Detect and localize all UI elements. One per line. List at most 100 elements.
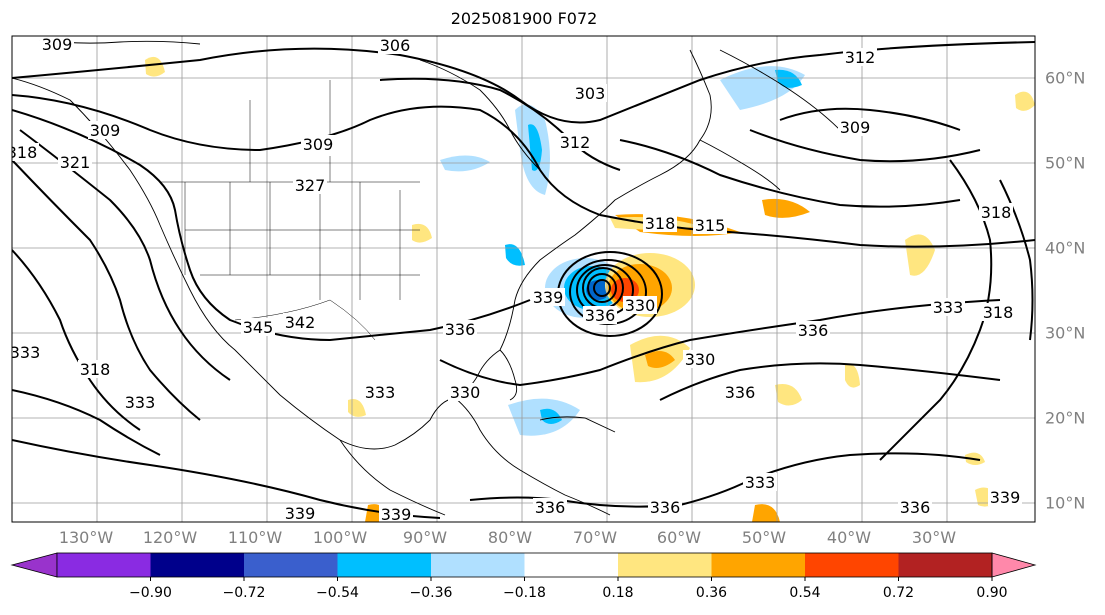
contour-label: 318: [7, 143, 38, 162]
colorbar-tick-label: −0.72: [222, 585, 266, 601]
contour-label-background: [78, 360, 112, 378]
colorbar-tick-label: −0.90: [129, 585, 172, 601]
cool-anomaly: [440, 155, 490, 172]
contour-label: 330: [685, 350, 716, 369]
colorbar-tick-label: −0.18: [503, 585, 546, 601]
longitude-label: 60°W: [656, 528, 702, 547]
warm-anomaly: [145, 56, 165, 77]
contour-label-background: [898, 498, 932, 516]
contour-label: 336: [445, 320, 476, 339]
political-borders: [160, 80, 420, 341]
contour-label-background: [558, 133, 592, 151]
contour-label-background: [301, 135, 335, 153]
contour-label: 318: [981, 203, 1012, 222]
longitude-label: 70°W: [572, 528, 618, 547]
contour-label-background: [123, 393, 157, 411]
contour-label-background: [843, 48, 877, 66]
contour-label: 318: [645, 214, 676, 233]
contour-label: 309: [90, 121, 121, 140]
contour-label-background: [363, 383, 397, 401]
colorbar-tick-label: 0.72: [882, 585, 915, 601]
warm-anomaly: [348, 399, 366, 417]
contour-label: 315: [695, 216, 726, 235]
longitude-label: 80°W: [487, 528, 533, 547]
contour-label: 333: [933, 298, 964, 317]
latitude-label: 30°N: [1045, 323, 1086, 343]
contour-label-background: [293, 176, 327, 194]
longitude-label: 40°W: [826, 528, 872, 547]
latitude-label: 60°N: [1045, 68, 1086, 88]
contour-label-background: [643, 214, 677, 232]
contour-label-background: [981, 303, 1015, 321]
longitude-label: 120°W: [142, 528, 198, 547]
colorbar-tick-label: 0.36: [695, 585, 728, 601]
contour-label: 309: [303, 135, 334, 154]
contour-label: 312: [560, 133, 591, 152]
contour-label-background: [573, 84, 607, 102]
warm-anomaly: [645, 351, 675, 368]
contour-label: 336: [900, 498, 931, 517]
plot-title: 2025081900 F072: [450, 9, 598, 28]
contour-label-background: [979, 203, 1013, 221]
contour-label-background: [378, 36, 412, 54]
contour-label-background: [723, 383, 757, 401]
warm-anomaly: [845, 364, 860, 388]
colorbar-tick-label: −0.36: [409, 585, 453, 601]
latitude-label: 40°N: [1045, 238, 1086, 258]
contour-label-background: [743, 473, 777, 491]
contour-label: 309: [840, 118, 871, 137]
contour-label: 333: [125, 393, 156, 412]
contour-label: 327: [295, 176, 326, 195]
contour-label: 339: [990, 488, 1021, 507]
contour-label-background: [12, 143, 39, 161]
contour-label-background: [931, 298, 965, 316]
contour-label: 318: [983, 303, 1014, 322]
contour-label-background: [443, 320, 477, 338]
contour-label: 339: [381, 505, 412, 524]
contour-label: 336: [798, 321, 829, 340]
contour-label: 306: [380, 36, 411, 55]
latitude-label: 10°N: [1045, 493, 1086, 513]
cool-anomaly: [540, 408, 562, 424]
colorbar-tick-label: −0.54: [316, 585, 359, 601]
contour-label: 342: [285, 313, 316, 332]
contour-label: 303: [575, 84, 606, 103]
contour-label-background: [283, 313, 317, 331]
warm-anomaly: [775, 384, 802, 406]
colorbar-tick-label: 0.18: [602, 585, 634, 601]
map-plot: 3093063093033123123093093183213093273183…: [7, 35, 1036, 524]
contour-label: 330: [450, 383, 481, 402]
longitude-label: 30°W: [911, 528, 957, 547]
contour-label-background: [693, 216, 727, 234]
longitude-label: 100°W: [312, 528, 368, 547]
map-frame: [11, 35, 1036, 523]
cool-anomaly: [775, 69, 802, 88]
colorbar-tick-label: 0.90: [976, 585, 1008, 601]
contour-label: 336: [535, 498, 566, 517]
contour-label: 336: [585, 306, 616, 325]
warm-anomaly: [905, 234, 935, 276]
contour-label-background: [40, 36, 74, 53]
contour-label: 336: [725, 383, 756, 402]
contour-label-background: [283, 504, 317, 522]
contour-label: 333: [745, 473, 776, 492]
contour-label: 321: [60, 153, 91, 172]
warm-anomaly: [762, 198, 810, 218]
colorbar-tick-label: 0.54: [789, 585, 821, 601]
contour-label: 312: [845, 48, 876, 67]
contour-label: 345: [243, 318, 274, 337]
longitude-label: 130°W: [58, 528, 114, 547]
contour-label-background: [988, 488, 1022, 506]
contour-label: 333: [365, 383, 396, 402]
contour-label-background: [648, 498, 682, 516]
contour-label-background: [683, 350, 717, 368]
latitude-label: 20°N: [1045, 408, 1086, 428]
longitude-label: 110°W: [227, 528, 283, 547]
contour-label-background: [623, 296, 657, 314]
contour-label-background: [533, 498, 567, 516]
longitude-label: 50°W: [741, 528, 787, 547]
contour-labels: 3093063093033123123093093183213093273183…: [7, 36, 1022, 524]
contour-label-background: [88, 121, 122, 139]
contour-label-background: [448, 383, 482, 401]
contour-label-background: [796, 321, 830, 339]
